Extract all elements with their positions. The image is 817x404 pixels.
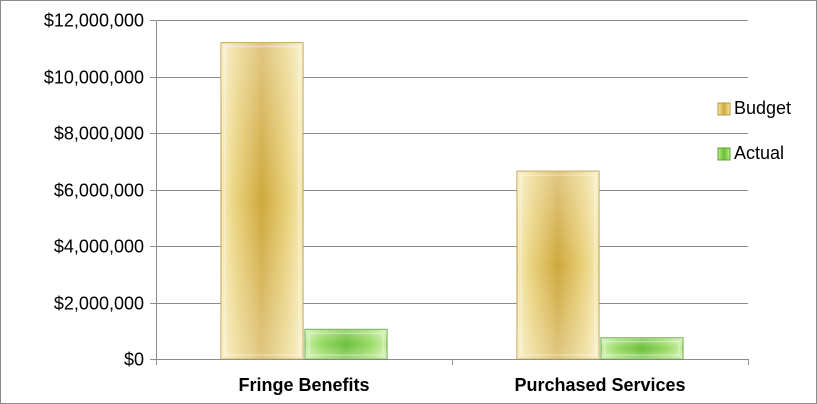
legend-item-budget: Budget bbox=[717, 98, 791, 118]
legend-swatch bbox=[717, 102, 731, 116]
bar-actual-1 bbox=[600, 337, 684, 360]
y-tick-label: $8,000,000 bbox=[54, 124, 144, 144]
axes bbox=[156, 20, 749, 365]
x-category-label: Fringe Benefits bbox=[238, 375, 369, 395]
bars bbox=[220, 42, 684, 360]
y-tick-label: $4,000,000 bbox=[54, 237, 144, 257]
y-tick-label: $6,000,000 bbox=[54, 181, 144, 201]
x-category-label: Purchased Services bbox=[514, 375, 685, 395]
legend-label: Actual bbox=[734, 143, 784, 163]
legend-swatch bbox=[717, 147, 731, 161]
legend-label: Budget bbox=[734, 98, 791, 118]
y-tick-label: $0 bbox=[124, 350, 144, 370]
legend-item-actual: Actual bbox=[717, 143, 784, 163]
bar-budget-1 bbox=[516, 170, 600, 360]
y-tick-label: $10,000,000 bbox=[44, 68, 144, 88]
bar-actual-0 bbox=[304, 328, 388, 360]
tick-labels: $0 $2,000,000 $4,000,000 $6,000,000 $8,000,0… bbox=[44, 11, 686, 396]
legend: Budget Actual bbox=[717, 98, 791, 163]
y-tick-label: $2,000,000 bbox=[54, 294, 144, 314]
y-tick-label: $12,000,000 bbox=[44, 11, 144, 31]
bar-budget-0 bbox=[220, 42, 304, 360]
